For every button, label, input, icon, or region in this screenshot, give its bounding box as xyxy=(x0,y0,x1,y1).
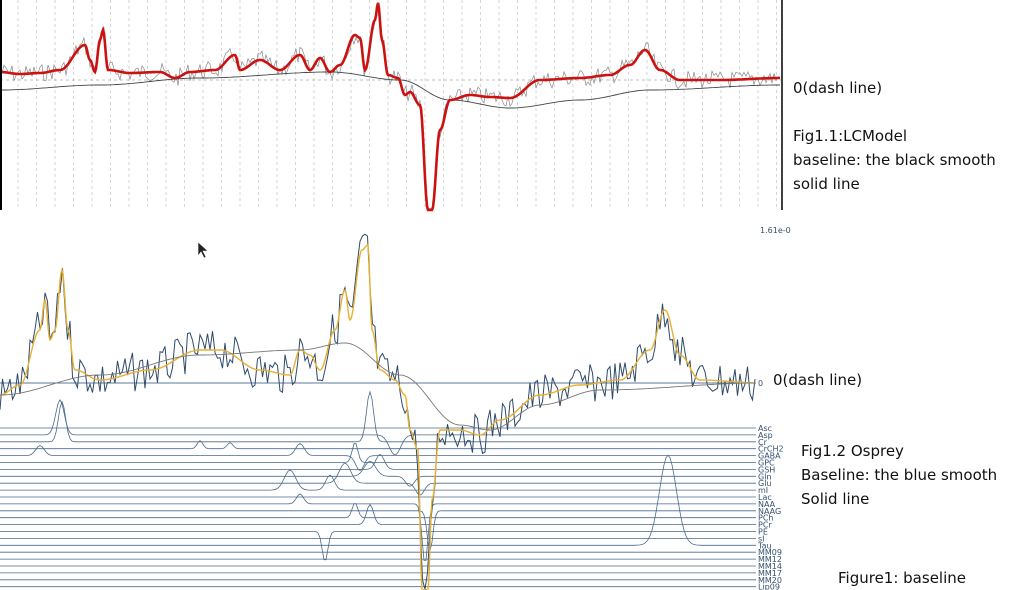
caption-line: solid line xyxy=(793,175,860,193)
figure-caption: Figure1: baseline xyxy=(838,569,966,587)
fit-line xyxy=(0,2,780,212)
lcmodel-panel xyxy=(0,0,783,212)
component-line-naa xyxy=(0,493,756,561)
component-line-glu xyxy=(0,463,756,496)
component-label: PE xyxy=(758,528,768,537)
component-line-gsh xyxy=(0,453,756,470)
component-label: Asc xyxy=(758,424,772,433)
component-label: Lac xyxy=(758,493,772,502)
lcmodel-caption: Fig1.1:LCModel baseline: the black smoot… xyxy=(793,124,996,196)
caption-line: baseline: the black smooth xyxy=(793,151,996,169)
component-line-pch xyxy=(0,503,756,519)
component-line-mi xyxy=(0,469,756,491)
component-line-gaba xyxy=(0,443,756,472)
component-line-tau xyxy=(0,454,756,546)
osprey-panel: AscAspCrCrCH2GABAGPCGSHGlnGlumILacNAANAA… xyxy=(0,226,791,590)
component-line-asp xyxy=(0,399,756,455)
component-label: GPC xyxy=(758,459,775,468)
component-line-naag xyxy=(0,510,756,551)
component-label: PCh xyxy=(758,514,773,523)
component-label: Lip09 xyxy=(758,583,780,590)
scale-label: 1.61e-0 xyxy=(760,226,791,235)
component-label: NAA xyxy=(758,500,776,509)
component-line-cr xyxy=(0,390,756,443)
baseline-line xyxy=(0,342,756,431)
component-label: mI xyxy=(758,486,768,495)
component-line-gpc xyxy=(0,443,756,463)
lcmodel-zero-annotation: 0(dash line) xyxy=(793,79,883,97)
component-label: MM09 xyxy=(758,548,782,557)
component-label: Asp xyxy=(758,431,773,440)
component-label: MM12 xyxy=(758,555,782,564)
component-label: Tau xyxy=(757,541,772,550)
component-label: MM17 xyxy=(758,569,782,578)
component-label: sI xyxy=(758,534,765,543)
osprey-zero-annotation: 0(dash line) xyxy=(773,371,863,389)
mouse-cursor-icon xyxy=(197,241,209,259)
component-label: MM14 xyxy=(758,562,782,571)
data-series-line xyxy=(0,233,756,590)
panel-background xyxy=(0,0,783,210)
component-label: Glu xyxy=(758,479,772,488)
component-label: Cr xyxy=(758,438,768,447)
caption-line: Fig1.1:LCModel xyxy=(793,127,908,145)
component-label: Gln xyxy=(758,472,772,481)
component-label: MM20 xyxy=(758,576,782,585)
component-line-crch2 xyxy=(0,440,756,450)
component-line-gln xyxy=(0,460,756,487)
component-label: CrCH2 xyxy=(758,445,784,454)
component-label: NAAG xyxy=(758,507,781,516)
caption-line: Baseline: the blue smooth xyxy=(801,466,998,484)
caption-line: Solid line xyxy=(801,490,870,508)
component-line-pcr xyxy=(0,503,756,525)
baseline-line xyxy=(0,71,780,109)
zero-tick-label: 0 xyxy=(758,379,763,388)
component-label: GSH xyxy=(758,465,775,474)
component-line-pe xyxy=(0,531,756,561)
component-label: PCr xyxy=(758,521,772,530)
component-label: GABA xyxy=(758,452,781,461)
caption-line: Fig1.2 Osprey xyxy=(801,442,904,460)
osprey-caption: Fig1.2 Osprey Baseline: the blue smooth … xyxy=(801,439,997,511)
